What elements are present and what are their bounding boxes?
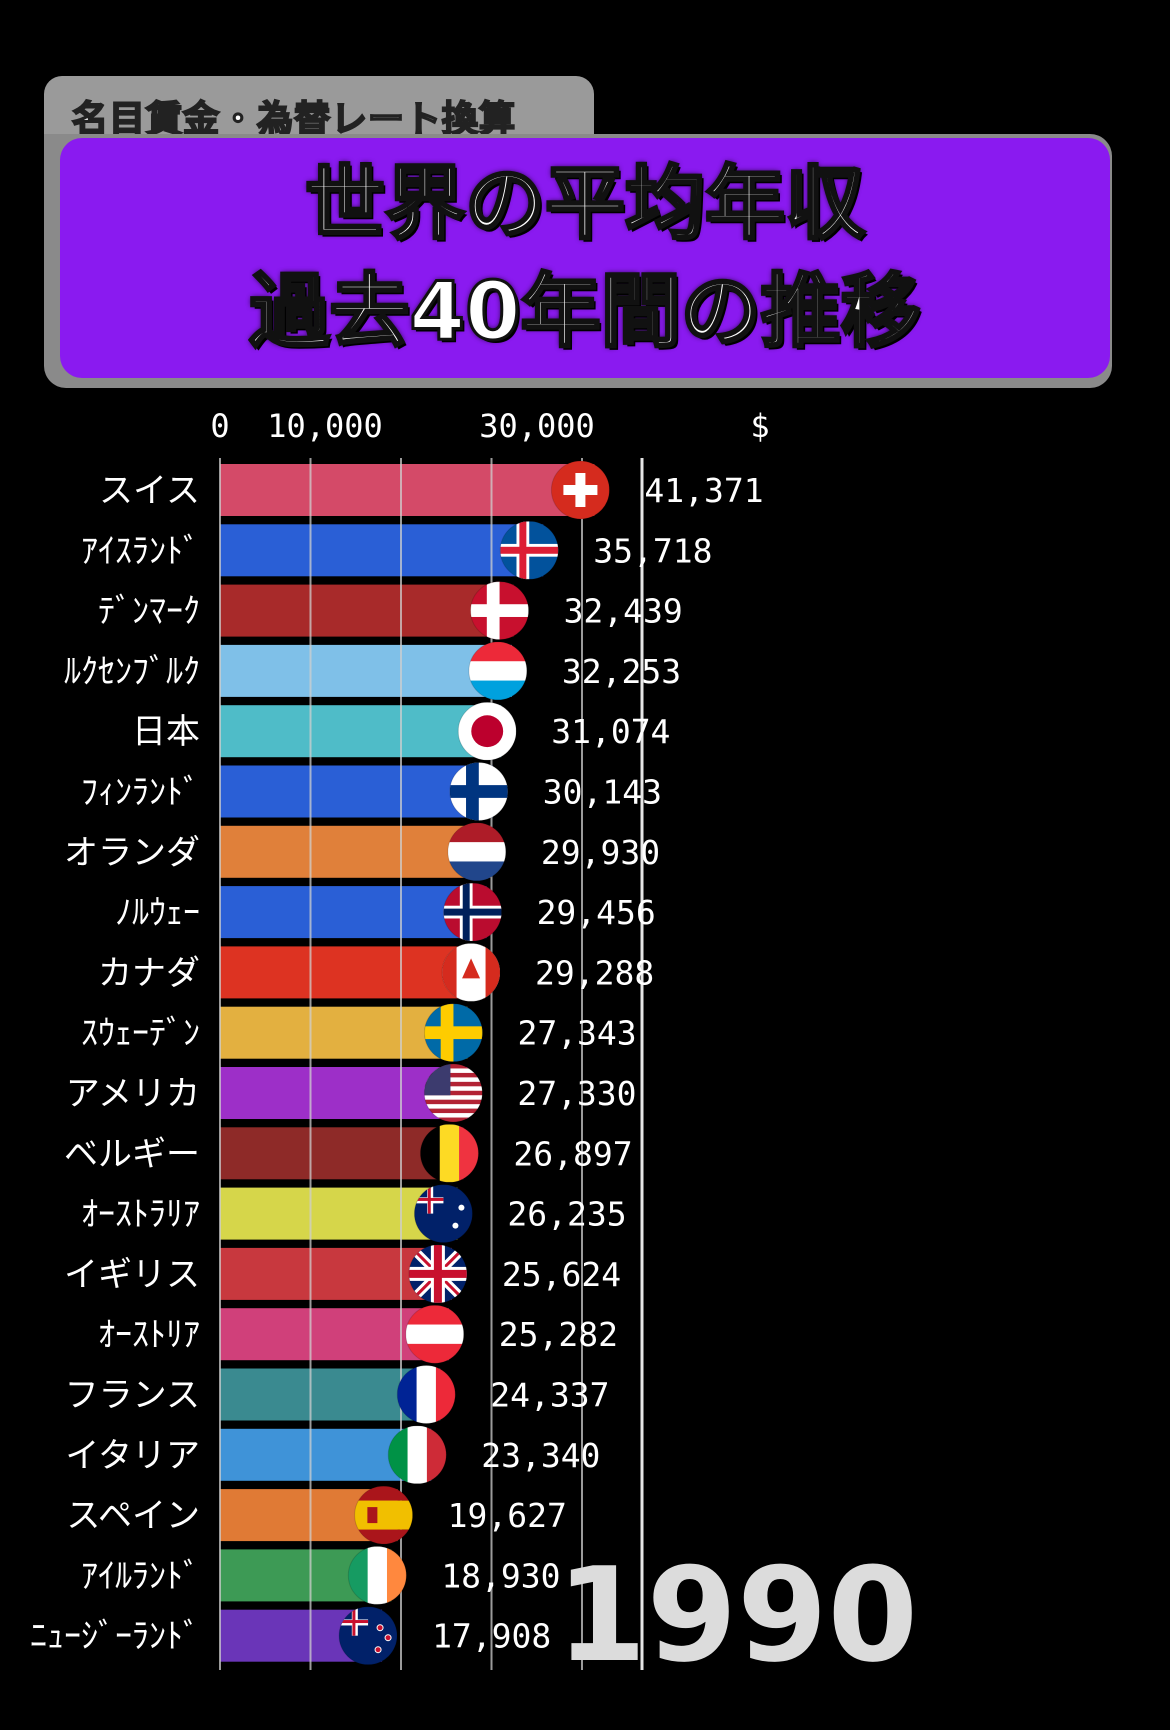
tick-label-1: 10,000 (267, 407, 383, 445)
category-label-13: イギリス (64, 1255, 200, 1295)
category-label-15: フランス (65, 1376, 200, 1416)
category-label-16: イタリア (65, 1436, 200, 1476)
category-label-7: ﾉﾙｳｪｰ (115, 893, 200, 933)
value-label-6: 29,930 (541, 833, 660, 872)
flags-group (338, 460, 610, 1666)
value-label-19: 17,908 (432, 1617, 551, 1656)
value-label-4: 31,074 (551, 712, 670, 751)
bar-5 (220, 765, 493, 818)
category-label-17: スペイン (66, 1496, 200, 1536)
denmark-flag-icon (470, 581, 530, 641)
subtitle-text: 名目賃金・為替レート換算 (71, 98, 517, 141)
bar-0 (220, 464, 595, 516)
category-label-9: ｽｳｪｰﾃﾞﾝ (81, 1014, 200, 1054)
category-label-5: ﾌｨﾝﾗﾝﾄﾞ (81, 773, 200, 813)
bar-3 (220, 644, 512, 697)
category-label-12: ｵｰｽﾄﾗﾘｱ (81, 1195, 200, 1235)
luxembourg-flag-icon (468, 641, 528, 701)
value-label-16: 23,340 (481, 1436, 600, 1475)
category-label-14: ｵｰｽﾄﾘｱ (98, 1315, 200, 1355)
value-label-9: 27,343 (517, 1014, 636, 1053)
austria-flag-icon (405, 1304, 465, 1364)
new-zealand-flag-icon (338, 1606, 398, 1666)
value-label-2: 32,439 (564, 592, 683, 631)
bar-8 (220, 946, 486, 999)
category-label-19: ﾆｭｰｼﾞｰﾗﾝﾄﾞ (30, 1617, 200, 1657)
bar-4 (220, 705, 502, 758)
category-label-0: スイス (99, 471, 200, 511)
norway-flag-icon (443, 882, 503, 942)
value-label-11: 26,897 (513, 1134, 632, 1173)
value-label-3: 32,253 (562, 652, 681, 691)
japan-flag-icon (457, 701, 517, 761)
value-label-17: 19,627 (448, 1496, 567, 1535)
sweden-flag-icon (423, 1003, 483, 1063)
bar-6 (220, 825, 491, 878)
value-label-8: 29,288 (535, 953, 654, 992)
title-box: 世界の平均年収 過去40年間の推移 (60, 138, 1110, 378)
value-label-10: 27,330 (517, 1074, 636, 1113)
spain-flag-icon (354, 1485, 414, 1545)
france-flag-icon (396, 1365, 456, 1424)
value-label-1: 35,718 (593, 531, 712, 570)
value-label-5: 30,143 (543, 773, 662, 812)
category-label-18: ｱｲﾙﾗﾝﾄﾞ (81, 1556, 200, 1596)
x-axis-unit: $ (750, 407, 769, 445)
category-label-3: ﾙｸｾﾝﾌﾞﾙｸ (64, 652, 200, 692)
finland-flag-icon (449, 762, 509, 821)
ireland-flag-icon (347, 1545, 407, 1605)
category-label-11: ベルギー (64, 1134, 200, 1174)
tick-label-2: 30,000 (479, 407, 595, 445)
swiss-flag-icon (550, 460, 610, 520)
italy-flag-icon (387, 1425, 447, 1485)
netherlands-flag-icon (447, 822, 507, 882)
value-label-12: 26,235 (507, 1195, 626, 1234)
title-line-1: 世界の平均年収 (304, 156, 867, 252)
value-label-18: 18,930 (441, 1556, 560, 1595)
title-line-2: 過去40年間の推移 (248, 264, 922, 360)
bar-1 (220, 524, 544, 577)
bar-2 (220, 584, 514, 637)
australia-flag-icon (413, 1184, 473, 1244)
value-label-14: 25,282 (499, 1315, 618, 1354)
iceland-flag-icon (499, 520, 559, 580)
value-label-0: 41,371 (644, 471, 763, 510)
category-label-10: アメリカ (66, 1074, 200, 1114)
value-label-13: 25,624 (502, 1255, 621, 1294)
year-label: 1990 (556, 1539, 918, 1691)
bar-7 (220, 886, 487, 939)
category-label-8: カナダ (98, 953, 200, 993)
usa-flag-icon (423, 1063, 483, 1123)
category-label-2: ﾃﾞﾝﾏｰｸ (98, 592, 200, 632)
category-label-6: オランダ (64, 833, 200, 873)
uk-flag-icon (408, 1244, 468, 1304)
canada-flag-icon (441, 942, 501, 1002)
tick-label-0: 0 (210, 407, 229, 445)
value-label-15: 24,337 (490, 1376, 609, 1415)
category-label-4: 日本 (132, 712, 200, 752)
labels-group: スイス 41,371 ｱｲｽﾗﾝﾄﾞ 35,718 ﾃﾞﾝﾏｰｸ 32,439 ﾙｸｾﾝﾌﾞ… (30, 471, 764, 1657)
category-label-1: ｱｲｽﾗﾝﾄﾞ (81, 531, 200, 571)
value-label-7: 29,456 (537, 893, 656, 932)
gridlines-group (219, 458, 583, 1670)
belgium-flag-icon (419, 1123, 479, 1183)
